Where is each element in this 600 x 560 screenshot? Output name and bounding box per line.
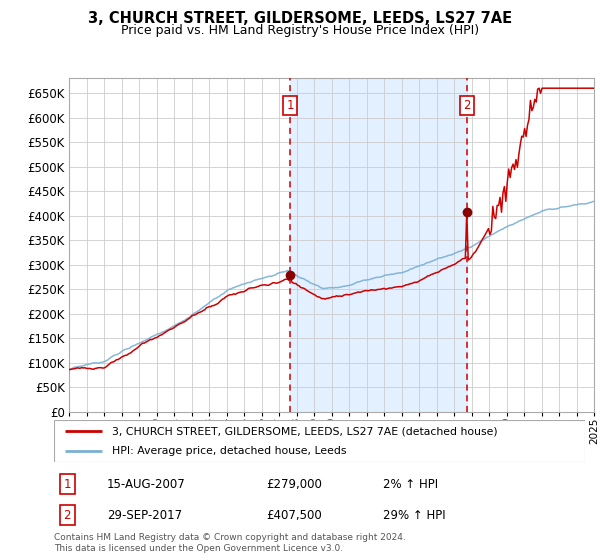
Text: Price paid vs. HM Land Registry's House Price Index (HPI): Price paid vs. HM Land Registry's House …	[121, 24, 479, 37]
Text: 1: 1	[64, 478, 71, 491]
Text: 2: 2	[463, 99, 471, 112]
Text: 29% ↑ HPI: 29% ↑ HPI	[383, 509, 446, 522]
Text: 2% ↑ HPI: 2% ↑ HPI	[383, 478, 439, 491]
Text: 2: 2	[64, 509, 71, 522]
Text: 15-AUG-2007: 15-AUG-2007	[107, 478, 186, 491]
Text: 3, CHURCH STREET, GILDERSOME, LEEDS, LS27 7AE: 3, CHURCH STREET, GILDERSOME, LEEDS, LS2…	[88, 11, 512, 26]
Text: £407,500: £407,500	[266, 509, 322, 522]
FancyBboxPatch shape	[54, 420, 585, 462]
Text: 29-SEP-2017: 29-SEP-2017	[107, 509, 182, 522]
Text: Contains HM Land Registry data © Crown copyright and database right 2024.
This d: Contains HM Land Registry data © Crown c…	[54, 533, 406, 553]
Text: 1: 1	[286, 99, 293, 112]
Bar	[290, 78, 467, 412]
Text: £279,000: £279,000	[266, 478, 322, 491]
Text: HPI: Average price, detached house, Leeds: HPI: Average price, detached house, Leed…	[112, 446, 347, 456]
Text: 3, CHURCH STREET, GILDERSOME, LEEDS, LS27 7AE (detached house): 3, CHURCH STREET, GILDERSOME, LEEDS, LS2…	[112, 426, 498, 436]
